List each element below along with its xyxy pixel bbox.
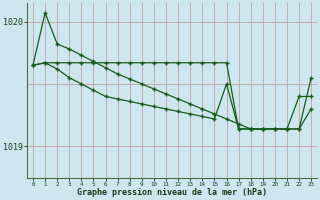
X-axis label: Graphe pression niveau de la mer (hPa): Graphe pression niveau de la mer (hPa) <box>77 188 267 197</box>
